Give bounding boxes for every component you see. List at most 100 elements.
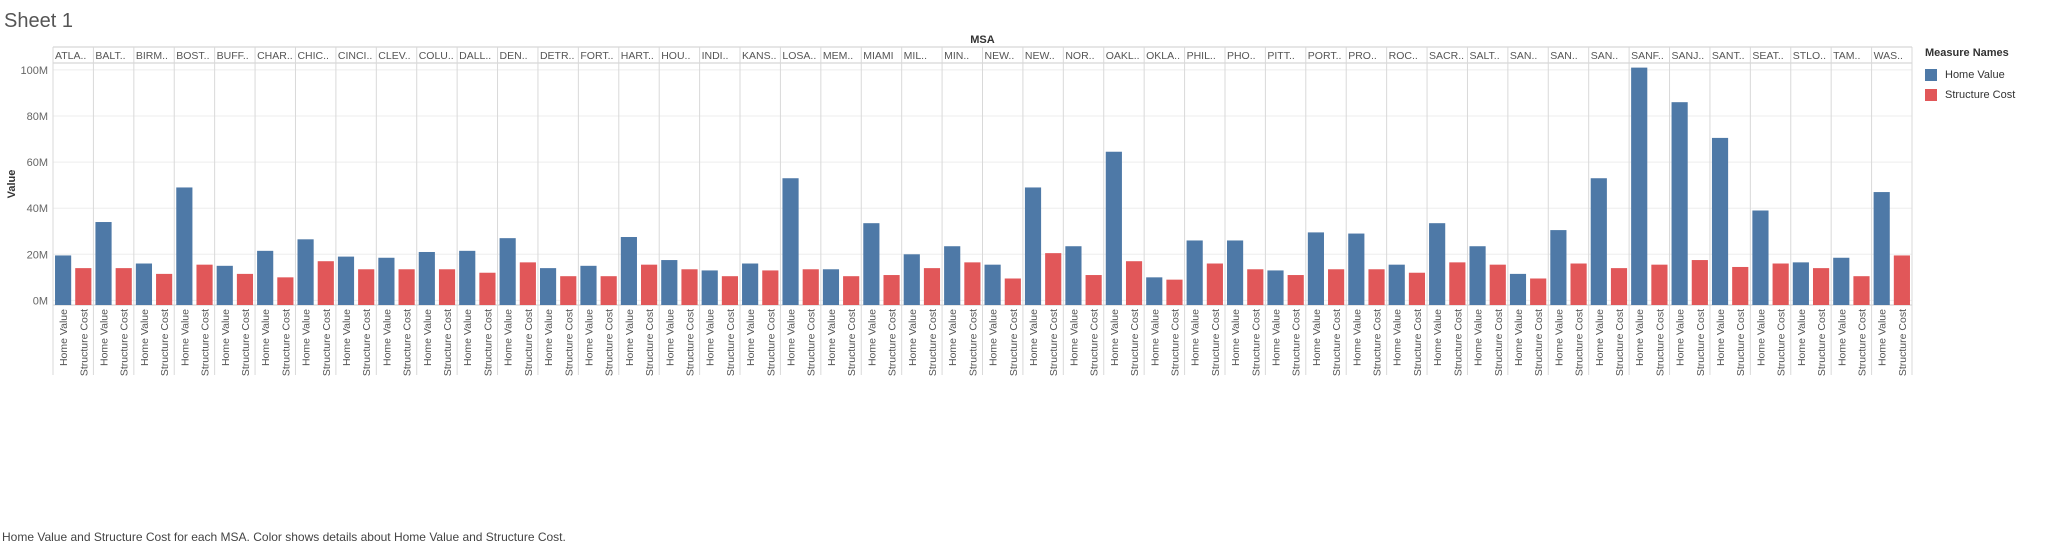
y-tick-label: 100M	[20, 65, 48, 77]
msa-header-label: SANT..	[1712, 50, 1745, 62]
x-tick-label: Structure Cost	[1735, 309, 1747, 376]
x-tick-label: Home Value	[1877, 309, 1889, 366]
bar-structure-cost	[1893, 255, 1910, 305]
x-tick-label: Home Value	[826, 309, 838, 366]
bar-structure-cost	[1045, 253, 1062, 305]
chart-caption: Home Value and Structure Cost for each M…	[2, 530, 566, 544]
msa-header-label: NEW..	[985, 50, 1015, 62]
bar-structure-cost	[1610, 268, 1628, 305]
bar-home-value	[742, 263, 759, 305]
bar-home-value	[1105, 151, 1122, 305]
x-tick-label: Home Value	[1311, 309, 1323, 366]
bar-structure-cost	[1530, 278, 1547, 305]
bar-home-value	[1065, 246, 1082, 305]
bar-home-value	[1348, 233, 1365, 305]
x-tick-label: Home Value	[1270, 309, 1282, 366]
x-tick-label: Structure Cost	[1210, 309, 1222, 376]
msa-header-label: OAKL..	[1106, 50, 1140, 62]
bar-structure-cost	[762, 270, 779, 305]
x-tick-label: Structure Cost	[280, 309, 292, 376]
x-tick-label: Structure Cost	[1614, 309, 1626, 376]
x-tick-label: Structure Cost	[119, 309, 131, 376]
bar-structure-cost	[1408, 272, 1426, 305]
bar-structure-cost	[317, 261, 334, 305]
bar-structure-cost	[1166, 279, 1183, 305]
bar-home-value	[257, 250, 274, 305]
msa-header-label: MIL..	[904, 50, 927, 62]
x-tick-label: Home Value	[866, 309, 878, 366]
bar-home-value	[539, 268, 557, 305]
bar-home-value	[1792, 262, 1809, 305]
msa-header-label: MIAMI	[863, 50, 893, 62]
bar-home-value	[297, 239, 314, 305]
x-tick-label: Structure Cost	[1169, 309, 1181, 376]
bar-structure-cost	[1772, 263, 1789, 305]
legend-swatch-home-value	[1925, 69, 1937, 81]
x-tick-label: Structure Cost	[1372, 309, 1384, 376]
msa-header-label: SACR..	[1429, 50, 1464, 62]
msa-header-label: BALT..	[95, 50, 125, 62]
x-tick-label: Home Value	[422, 309, 434, 366]
bar-home-value	[1711, 137, 1729, 305]
x-tick-label: Home Value	[381, 309, 393, 366]
bar-structure-cost	[1691, 260, 1708, 305]
bar-structure-cost	[196, 264, 213, 305]
msa-header-label: CINCI..	[338, 50, 372, 62]
msa-header-label: SAN..	[1550, 50, 1577, 62]
x-tick-label: Structure Cost	[765, 309, 777, 376]
legend-item-home-value[interactable]: Home Value	[1925, 65, 2015, 85]
x-tick-label: Home Value	[1513, 309, 1525, 366]
x-tick-label: Home Value	[1432, 309, 1444, 366]
x-tick-label: Home Value	[583, 309, 595, 366]
msa-header-label: SAN..	[1591, 50, 1618, 62]
bar-home-value	[95, 222, 112, 305]
bar-home-value	[1469, 246, 1486, 305]
x-tick-label: Structure Cost	[1856, 309, 1868, 376]
msa-header-label: FORT..	[580, 50, 613, 62]
x-tick-label: Home Value	[99, 309, 111, 366]
x-tick-label: Structure Cost	[1776, 309, 1788, 376]
x-tick-label: Structure Cost	[240, 309, 252, 376]
x-tick-label: Home Value	[462, 309, 474, 366]
x-tick-label: Home Value	[1675, 309, 1687, 366]
bar-structure-cost	[964, 262, 981, 305]
legend: Measure Names Home Value Structure Cost	[1925, 47, 2015, 105]
msa-header-label: MEM..	[823, 50, 853, 62]
msa-header-label: SEAT..	[1752, 50, 1783, 62]
bar-structure-cost	[560, 276, 577, 305]
bar-home-value	[1671, 102, 1688, 305]
x-tick-label: Structure Cost	[78, 309, 90, 376]
legend-label-structure-cost: Structure Cost	[1945, 89, 2016, 101]
x-tick-label: Structure Cost	[1654, 309, 1666, 376]
bar-home-value	[1590, 178, 1607, 305]
msa-header-label: PORT..	[1308, 50, 1342, 62]
x-tick-label: Structure Cost	[361, 309, 373, 376]
x-tick-label: Structure Cost	[1574, 309, 1586, 376]
y-tick-label: 40M	[27, 203, 48, 215]
msa-header-label: ATLA..	[55, 50, 86, 62]
bar-home-value	[418, 251, 435, 305]
legend-item-structure-cost[interactable]: Structure Cost	[1925, 85, 2015, 105]
bar-structure-cost	[843, 276, 860, 305]
x-tick-label: Home Value	[1473, 309, 1485, 366]
bar-structure-cost	[1812, 268, 1830, 305]
msa-header-label: CLEV..	[378, 50, 410, 62]
x-tick-label: Structure Cost	[1816, 309, 1828, 376]
msa-header-label: HOU..	[661, 50, 690, 62]
x-tick-label: Home Value	[745, 309, 757, 366]
x-tick-label: Structure Cost	[1412, 309, 1424, 376]
x-tick-label: Structure Cost	[887, 309, 899, 376]
bar-structure-cost	[1125, 261, 1143, 305]
x-tick-label: Home Value	[139, 309, 151, 366]
bar-home-value	[863, 223, 880, 305]
msa-header-label: DETR..	[540, 50, 574, 62]
bar-home-value	[1429, 223, 1446, 305]
x-tick-label: Structure Cost	[1452, 309, 1464, 376]
msa-header-label: SAN..	[1510, 50, 1537, 62]
bar-structure-cost	[721, 276, 739, 305]
msa-header-label: BIRM..	[136, 50, 168, 62]
bar-home-value	[337, 256, 355, 305]
x-tick-label: Structure Cost	[442, 309, 454, 376]
x-tick-label: Structure Cost	[402, 309, 414, 376]
bar-structure-cost	[1328, 269, 1345, 305]
